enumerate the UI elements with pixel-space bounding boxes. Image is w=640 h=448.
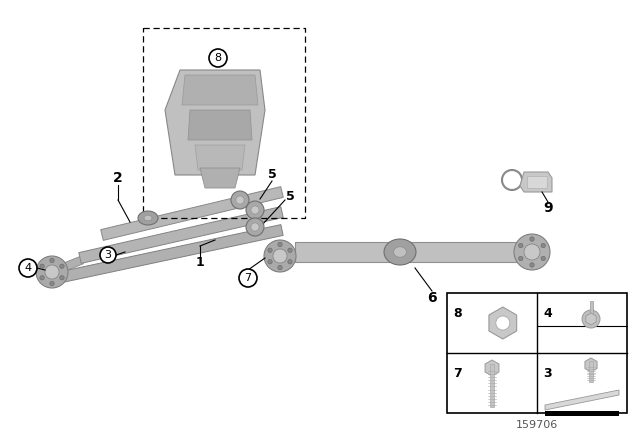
Text: 9: 9 bbox=[543, 201, 553, 215]
Circle shape bbox=[236, 196, 244, 204]
Polygon shape bbox=[295, 242, 535, 262]
Polygon shape bbox=[188, 110, 252, 140]
Text: 159706: 159706 bbox=[516, 420, 558, 430]
Polygon shape bbox=[51, 256, 83, 276]
Polygon shape bbox=[200, 168, 240, 188]
Circle shape bbox=[278, 242, 282, 247]
Polygon shape bbox=[545, 390, 619, 410]
Text: 4: 4 bbox=[24, 263, 31, 273]
Ellipse shape bbox=[394, 247, 406, 257]
Polygon shape bbox=[589, 361, 593, 382]
Bar bbox=[447, 293, 627, 413]
Circle shape bbox=[582, 310, 600, 328]
Circle shape bbox=[50, 281, 54, 286]
Polygon shape bbox=[79, 207, 284, 263]
Circle shape bbox=[40, 276, 44, 280]
Circle shape bbox=[60, 276, 64, 280]
Ellipse shape bbox=[384, 239, 416, 265]
Polygon shape bbox=[165, 70, 265, 175]
Polygon shape bbox=[490, 364, 494, 407]
Circle shape bbox=[268, 259, 272, 264]
Circle shape bbox=[288, 248, 292, 252]
Circle shape bbox=[36, 256, 68, 288]
Polygon shape bbox=[520, 172, 552, 192]
Text: 5: 5 bbox=[268, 168, 276, 181]
Circle shape bbox=[251, 206, 259, 214]
Text: 7: 7 bbox=[244, 273, 252, 283]
Text: 8: 8 bbox=[214, 53, 221, 63]
Polygon shape bbox=[182, 75, 258, 105]
Circle shape bbox=[239, 269, 257, 287]
Circle shape bbox=[246, 218, 264, 236]
Circle shape bbox=[524, 244, 540, 260]
Bar bbox=[527, 176, 547, 188]
Circle shape bbox=[288, 259, 292, 264]
Circle shape bbox=[278, 265, 282, 270]
Circle shape bbox=[60, 264, 64, 268]
Circle shape bbox=[40, 264, 44, 268]
Text: 7: 7 bbox=[453, 367, 461, 380]
Circle shape bbox=[231, 191, 249, 209]
Text: 1: 1 bbox=[196, 255, 204, 268]
Circle shape bbox=[264, 240, 296, 272]
Text: 3: 3 bbox=[104, 250, 111, 260]
Polygon shape bbox=[589, 301, 593, 319]
Circle shape bbox=[246, 201, 264, 219]
Circle shape bbox=[273, 249, 287, 263]
Text: 6: 6 bbox=[427, 291, 437, 305]
Circle shape bbox=[541, 243, 545, 248]
Circle shape bbox=[530, 237, 534, 241]
Circle shape bbox=[496, 316, 510, 330]
Circle shape bbox=[514, 234, 550, 270]
Text: 2: 2 bbox=[113, 171, 123, 185]
Ellipse shape bbox=[138, 211, 158, 225]
Circle shape bbox=[45, 265, 59, 279]
Circle shape bbox=[209, 49, 227, 67]
Circle shape bbox=[541, 256, 545, 261]
Polygon shape bbox=[56, 224, 283, 284]
Text: 8: 8 bbox=[453, 307, 461, 320]
Circle shape bbox=[268, 248, 272, 252]
Ellipse shape bbox=[144, 215, 152, 221]
Polygon shape bbox=[100, 187, 284, 240]
Circle shape bbox=[530, 263, 534, 267]
Circle shape bbox=[100, 247, 116, 263]
Circle shape bbox=[50, 258, 54, 263]
Circle shape bbox=[518, 256, 523, 261]
Polygon shape bbox=[195, 145, 245, 170]
Circle shape bbox=[518, 243, 523, 248]
Bar bbox=[545, 411, 619, 416]
Text: 4: 4 bbox=[543, 307, 552, 320]
Circle shape bbox=[251, 223, 259, 231]
Circle shape bbox=[19, 259, 37, 277]
Text: 3: 3 bbox=[543, 367, 552, 380]
Text: 5: 5 bbox=[285, 190, 294, 202]
